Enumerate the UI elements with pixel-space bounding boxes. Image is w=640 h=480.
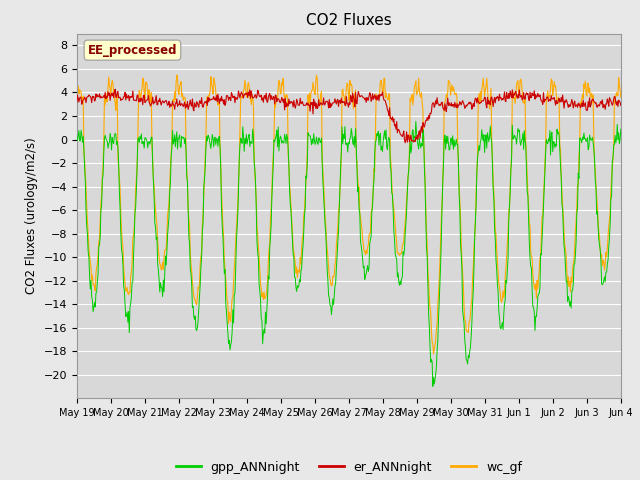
Text: EE_processed: EE_processed [88,44,177,57]
Title: CO2 Fluxes: CO2 Fluxes [306,13,392,28]
Y-axis label: CO2 Fluxes (urology/m2/s): CO2 Fluxes (urology/m2/s) [25,138,38,294]
Legend: gpp_ANNnight, er_ANNnight, wc_gf: gpp_ANNnight, er_ANNnight, wc_gf [171,456,527,479]
